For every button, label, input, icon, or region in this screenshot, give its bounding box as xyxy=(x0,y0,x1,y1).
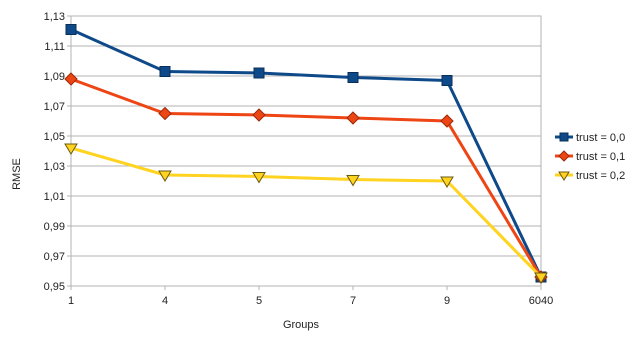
series-line xyxy=(70,77,543,278)
data-point xyxy=(65,24,77,35)
series-2 xyxy=(64,72,548,284)
series-3 xyxy=(64,143,548,284)
legend-label: trust = 0,2 xyxy=(576,170,625,182)
y-tick-label: 0,95 xyxy=(44,281,65,293)
x-tick-label: 5 xyxy=(256,295,262,307)
y-tick-label: 1,07 xyxy=(44,101,65,113)
x-axis-label: Groups xyxy=(283,319,320,331)
legend-item: trust = 0,0 xyxy=(555,132,625,144)
x-tick-label: 7 xyxy=(350,295,356,307)
data-point xyxy=(64,143,78,155)
legend-label: trust = 0,0 xyxy=(576,132,625,144)
data-point xyxy=(440,176,454,188)
y-tick-label: 0,99 xyxy=(44,221,65,233)
y-tick-label: 0,97 xyxy=(44,251,65,263)
data-point xyxy=(441,75,453,86)
data-point xyxy=(158,170,172,182)
data-point xyxy=(252,108,266,122)
y-tick-label: 1,05 xyxy=(44,131,65,143)
series-1 xyxy=(65,24,547,283)
series-group xyxy=(64,24,548,284)
x-tick-label: 9 xyxy=(444,295,450,307)
series-line xyxy=(70,28,543,278)
y-tick-label: 1,09 xyxy=(44,71,65,83)
legend-item: trust = 0,2 xyxy=(555,170,625,182)
legend-label: trust = 0,1 xyxy=(576,151,625,163)
data-point xyxy=(253,67,265,79)
axes: 0,95 0,97 0,99 1,01 1,03 1,05 1,07 1,09 1,11 1,13… xyxy=(44,11,554,307)
data-point xyxy=(252,172,266,184)
legend-marker xyxy=(558,171,570,181)
data-point xyxy=(534,272,548,284)
series-line xyxy=(70,146,543,279)
x-tick-label: 1 xyxy=(68,295,74,307)
data-point xyxy=(158,106,172,121)
data-point xyxy=(440,114,454,128)
plot-frame xyxy=(70,15,542,287)
y-tick-label: 1,03 xyxy=(44,161,65,173)
y-tick-label: 1,01 xyxy=(44,191,65,203)
data-point xyxy=(347,72,359,83)
x-tick-label: 4 xyxy=(162,295,168,307)
legend-item: trust = 0,1 xyxy=(555,150,625,163)
data-point xyxy=(346,111,360,125)
legend: trust = 0,0 trust = 0,1 trust = 0,2 xyxy=(555,132,625,182)
gridlines xyxy=(71,15,541,287)
x-tick-label: 6040 xyxy=(529,295,553,307)
y-tick-label: 1,13 xyxy=(44,11,65,23)
legend-marker xyxy=(559,132,569,142)
data-point xyxy=(346,175,360,187)
data-point xyxy=(64,72,78,86)
legend-marker xyxy=(558,150,570,162)
y-axis-label: RMSE xyxy=(11,158,23,190)
y-tick-label: 1,11 xyxy=(44,41,65,53)
data-point xyxy=(159,66,171,77)
